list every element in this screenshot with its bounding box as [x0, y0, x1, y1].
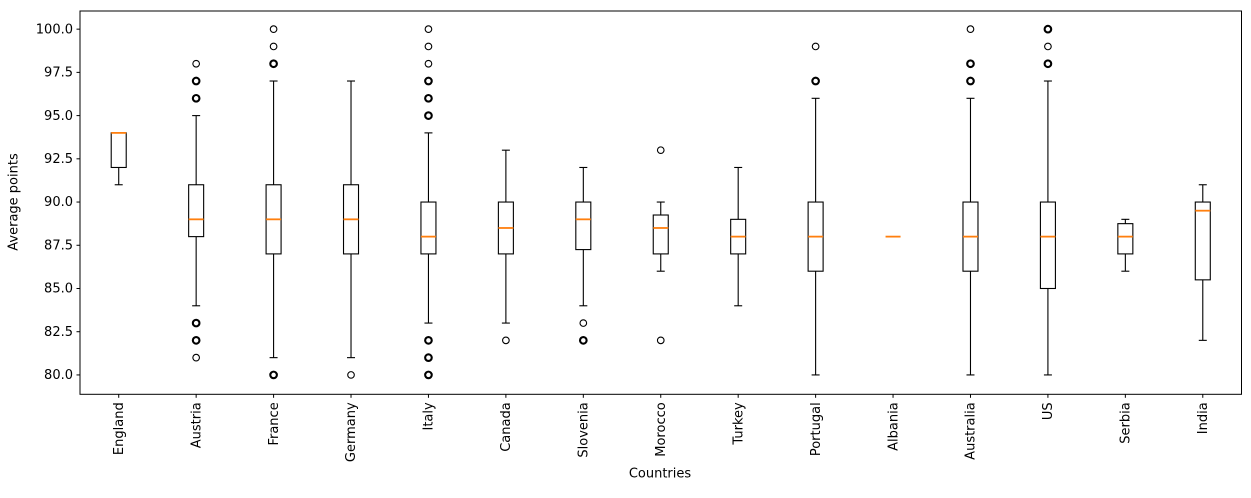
outlier-point	[424, 353, 433, 362]
outlier-point	[656, 336, 665, 345]
outlier-point	[811, 76, 820, 86]
outlier-point	[1044, 42, 1052, 51]
y-tick-label: 97.5	[44, 66, 73, 81]
outlier-point	[191, 318, 201, 328]
y-tick-label: 85.0	[44, 282, 73, 297]
outlier-point	[191, 336, 201, 345]
y-tick-label: 92.5	[44, 152, 73, 167]
x-tick-label: Serbia	[1119, 402, 1134, 443]
x-tick-label: Albania	[886, 402, 901, 451]
outlier-point	[192, 353, 200, 362]
box-us	[1039, 201, 1056, 290]
y-tick-label: 80.0	[44, 368, 73, 383]
box-slovenia	[575, 201, 592, 251]
outlier-point	[191, 93, 201, 103]
box-austria	[188, 184, 205, 238]
x-tick-label: Canada	[499, 402, 514, 451]
box-italy	[420, 201, 437, 255]
outlier-point	[811, 42, 820, 51]
x-tick-label: Turkey	[731, 402, 746, 446]
x-axis-label: Countries	[628, 466, 692, 482]
y-tick-label: 82.5	[44, 325, 73, 340]
outlier-point	[424, 370, 433, 380]
outlier-point	[424, 25, 433, 34]
outlier-point	[966, 25, 975, 34]
outlier-point	[269, 25, 278, 34]
outlier-point	[1043, 24, 1053, 34]
outlier-point	[578, 336, 588, 345]
outlier-point	[966, 76, 975, 86]
x-tick-label: Austria	[189, 402, 204, 448]
outlier-point	[191, 76, 201, 86]
x-tick-label: England	[112, 402, 127, 455]
outlier-point	[269, 42, 278, 51]
x-tick-label: Italy	[422, 402, 437, 431]
box-england	[110, 132, 127, 169]
x-tick-label: Germany	[344, 402, 359, 462]
x-tick-label: Morocco	[654, 402, 669, 456]
box-india	[1194, 201, 1211, 281]
x-tick-label: Australia	[964, 402, 979, 460]
outlier-point	[269, 370, 278, 380]
x-tick-label: US	[1041, 402, 1056, 420]
box-serbia	[1117, 223, 1134, 255]
outlier-point	[424, 93, 433, 103]
y-axis-label: Average points	[6, 153, 22, 251]
y-tick-label: 100.0	[36, 22, 73, 37]
outlier-point	[192, 59, 200, 68]
outlier-point	[347, 371, 355, 379]
outlier-point	[269, 59, 278, 69]
box-morocco	[652, 214, 669, 255]
y-tick-label: 90.0	[44, 195, 73, 210]
y-tick-label: 95.0	[44, 109, 73, 124]
x-tick-label: India	[1196, 402, 1211, 434]
outlier-point	[424, 76, 433, 86]
outlier-point	[579, 319, 588, 327]
outlier-point	[424, 59, 433, 68]
outlier-point	[424, 111, 433, 120]
outlier-point	[424, 42, 433, 51]
outlier-point	[502, 336, 510, 345]
outlier-point	[966, 59, 975, 69]
outlier-point	[424, 336, 433, 345]
x-tick-label: Slovenia	[577, 402, 592, 457]
y-tick-label: 87.5	[44, 238, 73, 253]
outlier-point	[1043, 59, 1053, 69]
x-tick-label: France	[267, 402, 282, 445]
x-tick-label: Portugal	[809, 402, 824, 456]
outlier-point	[656, 146, 665, 155]
